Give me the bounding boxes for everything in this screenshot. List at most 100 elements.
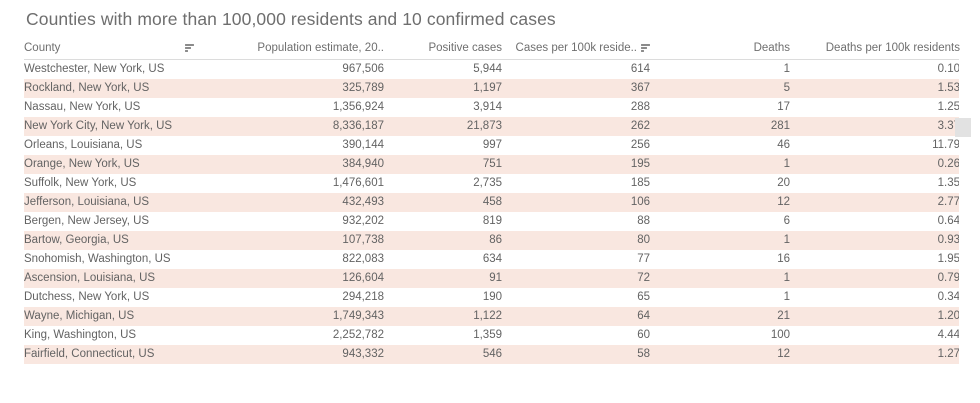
cell-positive: 1,359 [384,326,502,345]
column-header-population[interactable]: Population estimate, 20.. [202,42,384,60]
table-row[interactable]: Wayne, Michigan, US 1,749,343 1,122 64 21 1.2… [24,307,960,326]
cell-deaths: 1 [650,231,790,250]
cell-cases-per-100k: 185 [502,174,650,193]
cell-cases-per-100k: 288 [502,98,650,117]
cell-deaths: 12 [650,345,790,364]
column-header-label: Cases per 100k reside.. [515,42,637,54]
cell-population: 432,493 [202,193,384,212]
table-row[interactable]: Jefferson, Louisiana, US 432,493 458 106 12 2… [24,193,960,212]
cell-cases-per-100k: 58 [502,345,650,364]
cell-positive: 997 [384,136,502,155]
cell-county: Dutchess, New York, US [24,288,202,307]
column-header-label: Deaths [753,42,790,54]
cell-positive: 86 [384,231,502,250]
cell-positive: 819 [384,212,502,231]
cell-positive: 1,197 [384,79,502,98]
cell-deaths: 12 [650,193,790,212]
cell-positive: 190 [384,288,502,307]
cell-deaths: 6 [650,212,790,231]
table-row[interactable]: Orleans, Louisiana, US 390,144 997 256 46 11.… [24,136,960,155]
table-row[interactable]: Rockland, New York, US 325,789 1,197 367 5 1.… [24,79,960,98]
cell-county: Fairfield, Connecticut, US [24,345,202,364]
cell-cases-per-100k: 60 [502,326,650,345]
cell-cases-per-100k: 614 [502,59,650,79]
cell-population: 1,749,343 [202,307,384,326]
table-row[interactable]: Suffolk, New York, US 1,476,601 2,735 185 20… [24,174,960,193]
table-container: County Population estimate, 20.. Positiv… [24,42,960,364]
cell-deaths-per-100k: 0.34 [790,288,960,307]
cell-cases-per-100k: 72 [502,269,650,288]
cell-deaths: 17 [650,98,790,117]
table-row[interactable]: Bergen, New Jersey, US 932,202 819 88 6 0.64 [24,212,960,231]
table-row[interactable]: King, Washington, US 2,252,782 1,359 60 100 4… [24,326,960,345]
table-row[interactable]: Westchester, New York, US 967,506 5,944 614… [24,59,960,79]
column-header-deaths-per-100k[interactable]: Deaths per 100k residents [790,42,960,60]
table-row[interactable]: Dutchess, New York, US 294,218 190 65 1 0.34 [24,288,960,307]
cell-county: Ascension, Louisiana, US [24,269,202,288]
table-row[interactable]: Nassau, New York, US 1,356,924 3,914 288 17 1… [24,98,960,117]
cell-county: Jefferson, Louisiana, US [24,193,202,212]
table-row[interactable]: Fairfield, Connecticut, US 943,332 546 58 12… [24,345,960,364]
cell-deaths: 1 [650,59,790,79]
cell-county: Suffolk, New York, US [24,174,202,193]
cell-positive: 1,122 [384,307,502,326]
sort-descending-icon[interactable] [641,44,650,53]
cell-county: Westchester, New York, US [24,59,202,79]
cell-deaths: 1 [650,288,790,307]
cell-cases-per-100k: 367 [502,79,650,98]
cell-deaths-per-100k: 1.53 [790,79,960,98]
column-header-cases-per-100k[interactable]: Cases per 100k reside.. [502,42,650,60]
cell-deaths-per-100k: 3.37 [790,117,960,136]
cell-population: 8,336,187 [202,117,384,136]
table-row[interactable]: New York City, New York, US 8,336,187 21,8… [24,117,960,136]
cell-deaths-per-100k: 1.27 [790,345,960,364]
cell-population: 390,144 [202,136,384,155]
cell-positive: 458 [384,193,502,212]
cell-population: 384,940 [202,155,384,174]
table-row[interactable]: Orange, New York, US 384,940 751 195 1 0.26 [24,155,960,174]
cell-cases-per-100k: 106 [502,193,650,212]
cell-deaths-per-100k: 4.44 [790,326,960,345]
counties-table: County Population estimate, 20.. Positiv… [24,42,960,364]
cell-deaths-per-100k: 1.35 [790,174,960,193]
cell-cases-per-100k: 65 [502,288,650,307]
sort-descending-icon[interactable] [185,44,194,53]
cell-positive: 546 [384,345,502,364]
table-header-row: County Population estimate, 20.. Positiv… [24,42,960,60]
table-row[interactable]: Snohomish, Washington, US 822,083 634 77 16 1… [24,250,960,269]
column-header-county[interactable]: County [24,42,202,60]
cell-deaths-per-100k: 1.20 [790,307,960,326]
cell-positive: 91 [384,269,502,288]
page-title: Counties with more than 100,000 resident… [26,9,556,29]
cell-county: Wayne, Michigan, US [24,307,202,326]
cell-deaths: 21 [650,307,790,326]
column-header-positive-cases[interactable]: Positive cases [384,42,502,60]
table-row[interactable]: Ascension, Louisiana, US 126,604 91 72 1 0.79 [24,269,960,288]
cell-positive: 2,735 [384,174,502,193]
cell-deaths: 46 [650,136,790,155]
cell-deaths-per-100k: 11.79 [790,136,960,155]
cell-population: 325,789 [202,79,384,98]
cell-population: 294,218 [202,288,384,307]
cell-cases-per-100k: 77 [502,250,650,269]
cell-deaths: 1 [650,155,790,174]
table-row[interactable]: Bartow, Georgia, US 107,738 86 80 1 0.93 [24,231,960,250]
cell-population: 107,738 [202,231,384,250]
table-body: Westchester, New York, US 967,506 5,944 614… [24,59,960,364]
cell-cases-per-100k: 64 [502,307,650,326]
cell-cases-per-100k: 262 [502,117,650,136]
cell-population: 2,252,782 [202,326,384,345]
column-header-label: Population estimate, 20.. [257,42,384,54]
column-header-deaths[interactable]: Deaths [650,42,790,60]
vertical-scrollbar-track[interactable] [955,58,976,370]
vertical-scrollbar-thumb[interactable] [955,118,971,137]
cell-positive: 634 [384,250,502,269]
cell-deaths: 281 [650,117,790,136]
cell-population: 1,356,924 [202,98,384,117]
cell-positive: 751 [384,155,502,174]
cell-county: Bartow, Georgia, US [24,231,202,250]
cell-county: Orange, New York, US [24,155,202,174]
cell-deaths-per-100k: 0.26 [790,155,960,174]
cell-deaths-per-100k: 1.25 [790,98,960,117]
